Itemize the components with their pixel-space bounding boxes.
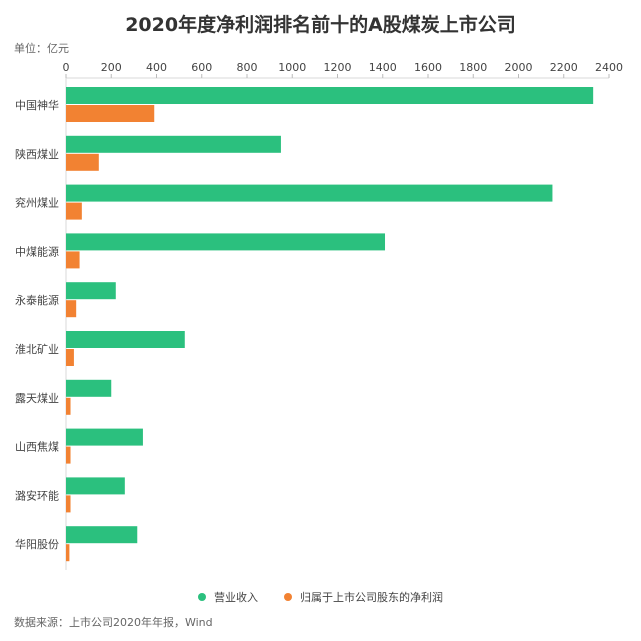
bar-revenue bbox=[66, 331, 185, 348]
legend: 营业收入 归属于上市公司股东的净利润 bbox=[0, 589, 641, 605]
x-tick-label: 2400 bbox=[595, 61, 623, 74]
x-tick-label: 400 bbox=[146, 61, 167, 74]
x-tick-label: 1400 bbox=[369, 61, 397, 74]
bar-revenue bbox=[66, 233, 386, 251]
legend-item-profit: 归属于上市公司股东的净利润 bbox=[284, 589, 443, 605]
source-note: 数据来源：上市公司2020年年报，Wind bbox=[14, 616, 213, 629]
y-category-label: 潞安环能 bbox=[15, 488, 59, 502]
y-category-label: 中煤能源 bbox=[15, 244, 59, 258]
y-category-label: 兖州煤业 bbox=[15, 196, 59, 210]
y-category-label: 淮北矿业 bbox=[15, 343, 59, 356]
x-tick-label: 800 bbox=[237, 61, 258, 74]
y-category-label: 陕西煤业 bbox=[15, 147, 59, 161]
bar-profit bbox=[66, 544, 70, 562]
bar-profit bbox=[66, 397, 71, 415]
bar-revenue bbox=[66, 87, 594, 104]
x-tick-label: 1800 bbox=[459, 61, 487, 74]
bar-profit bbox=[66, 202, 82, 220]
bar-profit bbox=[66, 349, 74, 366]
y-category-label: 永泰能源 bbox=[15, 293, 59, 307]
x-tick-label: 200 bbox=[101, 61, 122, 74]
legend-label-profit: 归属于上市公司股东的净利润 bbox=[300, 591, 443, 604]
legend-label-revenue: 营业收入 bbox=[214, 591, 258, 604]
legend-item-revenue: 营业收入 bbox=[198, 589, 258, 605]
bar-profit bbox=[66, 105, 155, 122]
bar-revenue bbox=[66, 428, 143, 446]
bar-profit bbox=[66, 251, 80, 269]
chart-title: 2020年度净利润排名前十的A股煤炭上市公司 bbox=[125, 14, 516, 36]
legend-swatch-revenue bbox=[198, 593, 206, 601]
x-tick-label: 600 bbox=[191, 61, 212, 74]
bar-revenue bbox=[66, 282, 116, 300]
bar-revenue bbox=[66, 477, 125, 495]
y-category-label: 中国神华 bbox=[15, 98, 59, 112]
x-tick-label: 1600 bbox=[414, 61, 442, 74]
bar-profit bbox=[66, 153, 99, 171]
bar-revenue bbox=[66, 184, 553, 202]
bar-profit bbox=[66, 300, 77, 318]
bar-profit bbox=[66, 495, 71, 513]
y-category-label: 华阳股份 bbox=[15, 537, 59, 551]
bar-revenue bbox=[66, 135, 281, 153]
bar-profit bbox=[66, 446, 71, 464]
x-tick-label: 0 bbox=[63, 61, 70, 74]
unit-label: 单位：亿元 bbox=[14, 42, 69, 55]
y-category-label: 露天煤业 bbox=[15, 392, 59, 405]
y-category-label: 山西焦煤 bbox=[15, 441, 59, 454]
bar-revenue bbox=[66, 526, 138, 544]
x-tick-label: 1200 bbox=[324, 61, 352, 74]
x-tick-label: 1000 bbox=[278, 61, 306, 74]
bar-revenue bbox=[66, 379, 112, 397]
legend-swatch-profit bbox=[284, 593, 292, 601]
x-tick-label: 2000 bbox=[505, 61, 533, 74]
x-tick-label: 2200 bbox=[550, 61, 578, 74]
